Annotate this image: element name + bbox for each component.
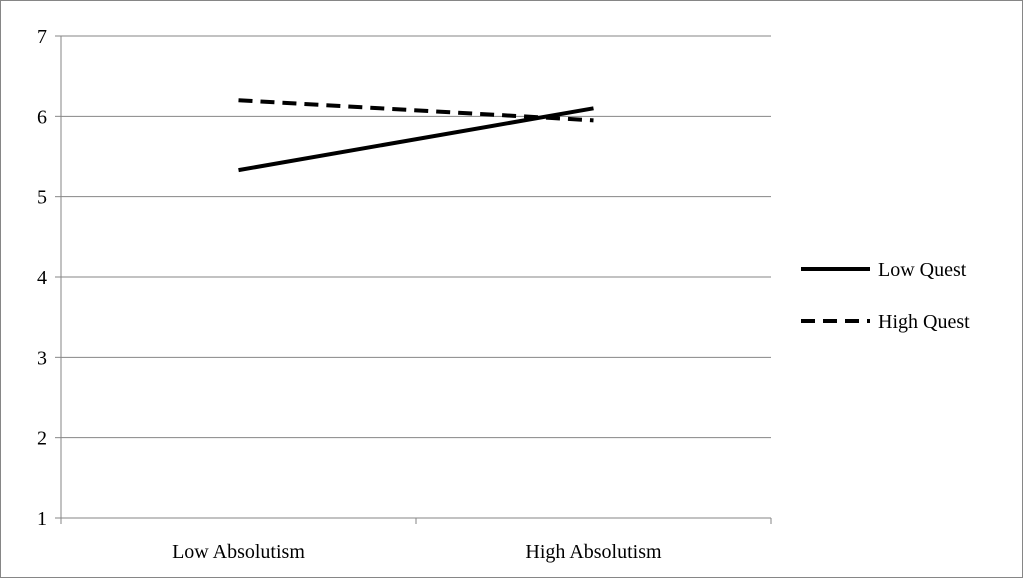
series-lines — [238, 98, 594, 173]
gridlines — [61, 35, 771, 439]
y-tick-label: 5 — [37, 187, 47, 209]
x-tick-label: High Absolutism — [525, 541, 662, 563]
legend-label: High Quest — [878, 311, 970, 333]
y-tick-label: 7 — [37, 26, 47, 48]
y-tick-label: 4 — [37, 267, 47, 289]
y-tick-label: 1 — [37, 508, 47, 530]
y-tick-label: 6 — [37, 106, 47, 128]
legend: Low Quest High Quest — [801, 259, 970, 333]
y-tick-label: 3 — [37, 347, 47, 369]
y-tick-labels: 1 2 3 4 5 6 7 — [37, 26, 47, 530]
series-line — [238, 106, 594, 173]
legend-label: Low Quest — [878, 259, 967, 281]
x-tick-labels: Low Absolutism High Absolutism — [172, 541, 662, 563]
axes — [55, 35, 772, 524]
x-tick-label: Low Absolutism — [172, 541, 305, 563]
series-line — [238, 98, 594, 123]
y-tick-label: 2 — [37, 428, 47, 450]
